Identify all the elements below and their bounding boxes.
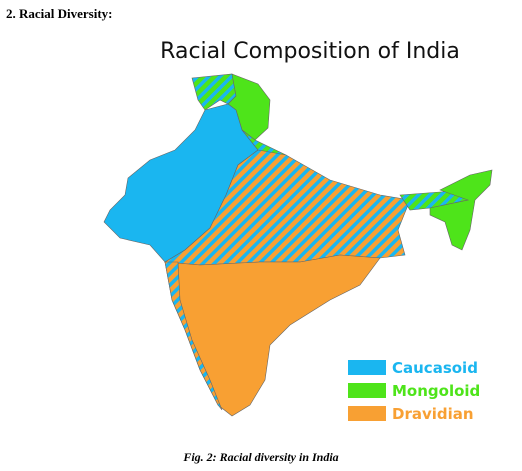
map [103, 73, 493, 417]
legend-swatch [348, 406, 386, 421]
section-heading: 2. Racial Diversity: [6, 6, 113, 21]
figure-caption: Fig. 2: Racial diversity in India [183, 450, 339, 464]
legend-swatch [348, 360, 386, 375]
legend-label: Mongoloid [392, 382, 480, 400]
legend: Caucasoid Mongoloid Dravidian [348, 359, 480, 423]
legend-label: Dravidian [392, 405, 474, 423]
figure-title: Racial Composition of India [160, 39, 460, 64]
legend-swatch [348, 383, 386, 398]
legend-label: Caucasoid [392, 359, 478, 377]
